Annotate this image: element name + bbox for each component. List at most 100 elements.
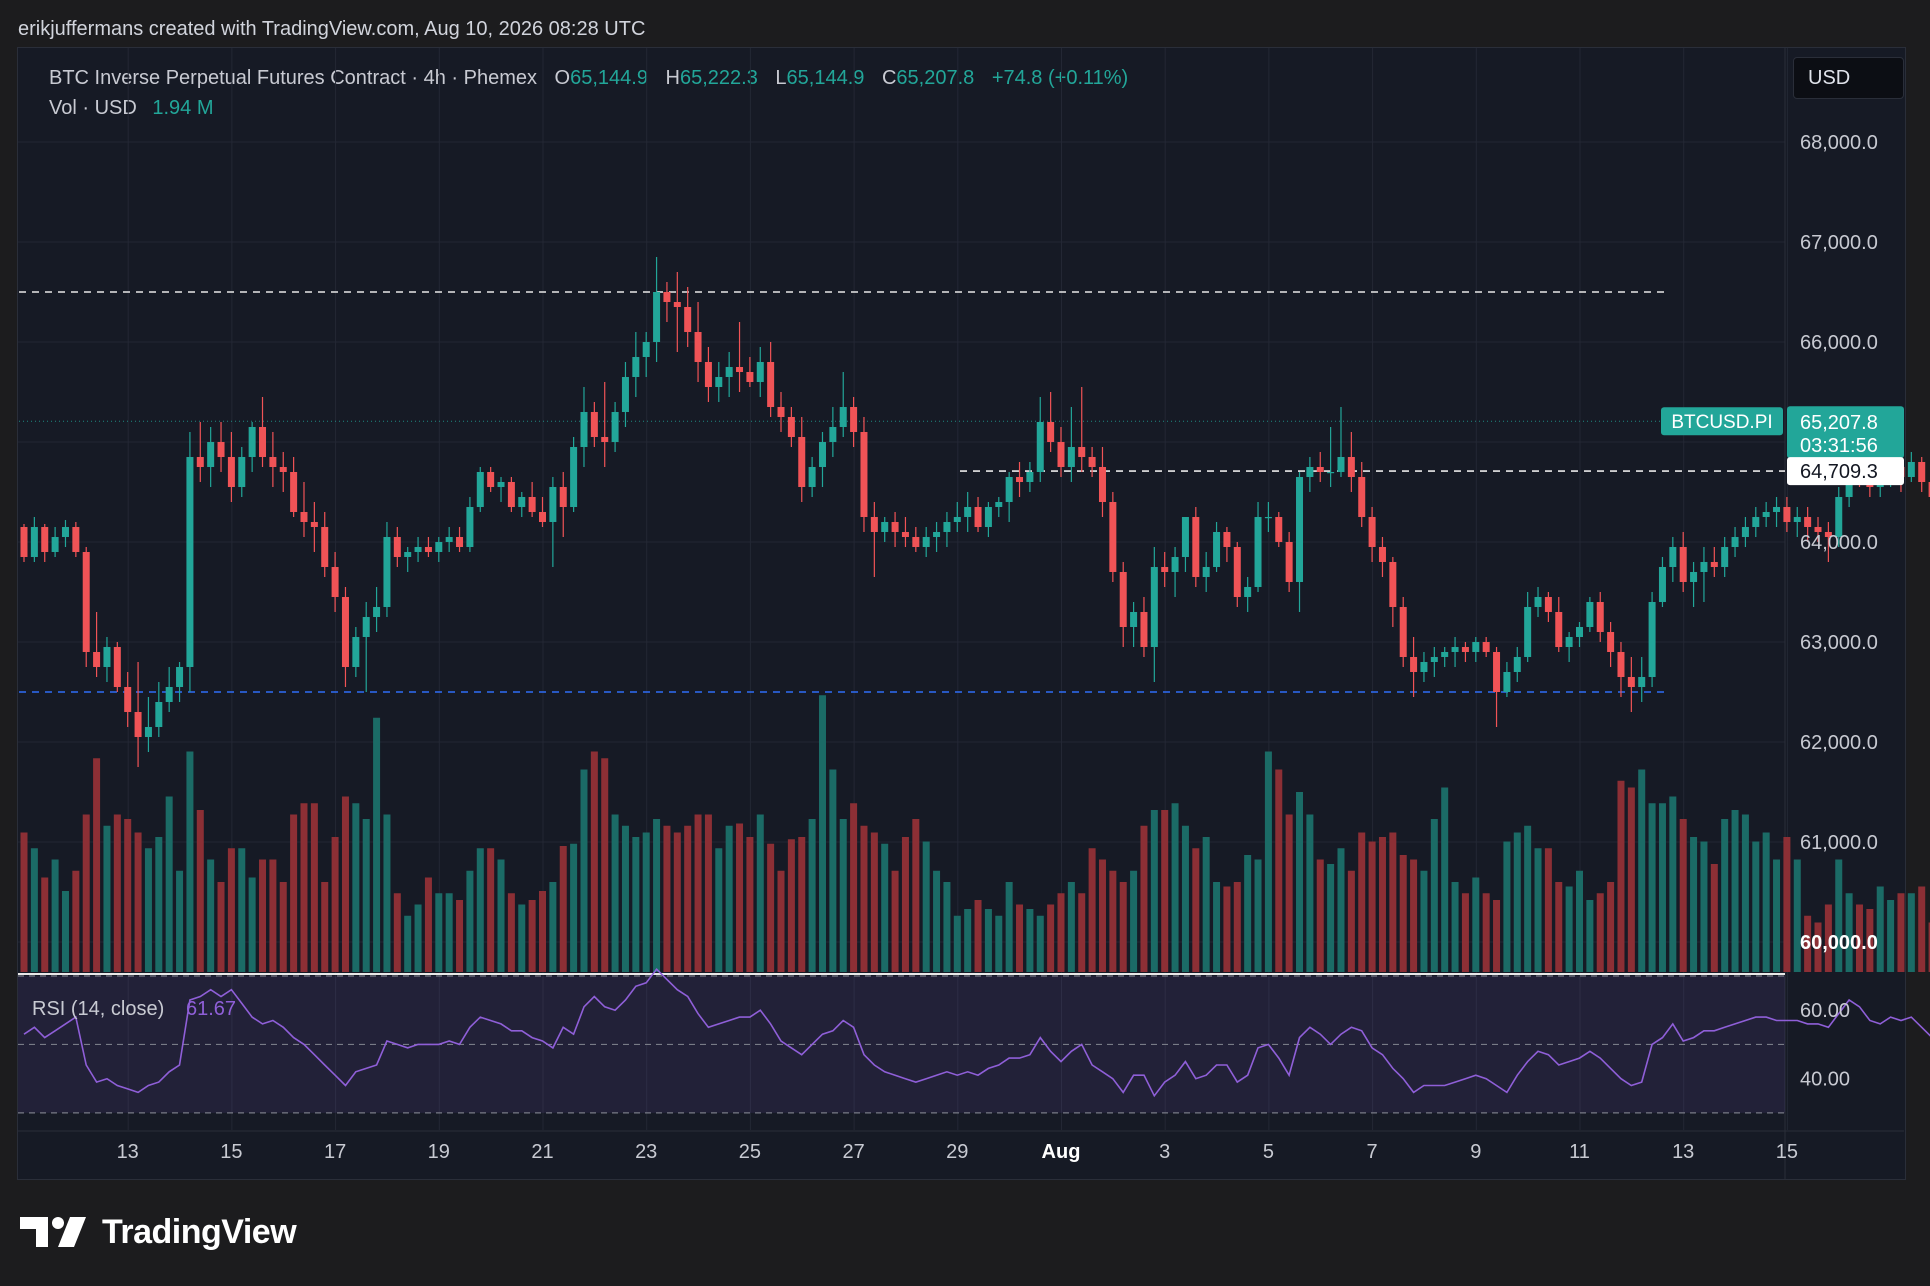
candle-body: [850, 407, 858, 432]
volume-bar: [1721, 819, 1729, 972]
volume-bar: [1752, 841, 1760, 972]
candle-body: [404, 552, 412, 557]
candle-body: [1264, 517, 1272, 519]
volume-bar: [476, 848, 484, 972]
volume-bar: [1555, 882, 1563, 972]
candle-body: [186, 457, 194, 667]
candle-body: [1731, 537, 1739, 547]
high-value: 65,222.3: [679, 67, 758, 89]
candle-body: [1700, 562, 1708, 572]
candle-body: [424, 547, 432, 552]
candle-body: [466, 507, 474, 547]
volume-bar: [165, 796, 173, 972]
volume-bar: [82, 814, 90, 972]
candle-body: [1150, 567, 1158, 647]
candle-body: [1109, 502, 1117, 572]
volume-bar: [1482, 893, 1490, 972]
low-value: 65,144.9: [786, 67, 865, 89]
volume-bar: [839, 819, 847, 972]
candle-body: [1088, 457, 1096, 467]
volume-bar: [974, 900, 982, 972]
volume-bar: [1130, 870, 1138, 972]
candle-body: [715, 377, 723, 387]
tradingview-logo[interactable]: TradingView: [20, 1210, 297, 1254]
candle-body: [725, 367, 733, 377]
candle-body: [1026, 472, 1034, 482]
time-tick-label: 13: [117, 1141, 139, 1163]
candle-body: [870, 517, 878, 532]
volume-bar: [362, 819, 370, 972]
volume-bar: [1690, 837, 1698, 972]
volume-bar: [383, 814, 391, 972]
candle-body: [456, 537, 464, 547]
candle-body: [1410, 657, 1418, 672]
candle-body: [93, 652, 101, 667]
candle-body: [1804, 517, 1812, 527]
volume-bar: [870, 832, 878, 972]
volume-bar: [995, 915, 1003, 972]
candle-body: [1016, 477, 1024, 482]
candle-body: [663, 292, 671, 302]
candle-body: [1285, 542, 1293, 582]
volume-bar: [549, 882, 557, 972]
candle-body: [974, 507, 982, 527]
candle-body: [1306, 467, 1314, 477]
last-price-badge: [1787, 406, 1904, 459]
candle-body: [144, 727, 152, 737]
candle-body: [1762, 512, 1770, 517]
candle-body: [528, 497, 536, 512]
candle-body: [798, 437, 806, 487]
volume-bar: [787, 839, 795, 972]
candle-body: [393, 537, 401, 557]
volume-bar: [1441, 787, 1449, 972]
candle-body: [41, 527, 49, 552]
candle-body: [1358, 477, 1366, 517]
volume-bar: [404, 915, 412, 972]
candle-body: [642, 342, 650, 357]
candle-body: [1461, 647, 1469, 652]
candle-body: [176, 667, 184, 687]
volume-bar: [466, 870, 474, 972]
candle-body: [1192, 517, 1200, 577]
volume-bar: [124, 819, 132, 972]
candle-body: [1783, 507, 1791, 522]
candle-body: [445, 537, 453, 542]
candle-body: [51, 537, 59, 552]
volume-bar: [487, 848, 495, 972]
volume-bar: [1420, 870, 1428, 972]
volume-bar: [912, 819, 920, 972]
volume-bar: [1233, 882, 1241, 972]
candle-body: [217, 442, 225, 457]
candle-body: [1275, 517, 1283, 542]
candle-body: [1679, 547, 1687, 582]
volume-bar: [953, 915, 961, 972]
volume-bar: [1607, 882, 1615, 972]
chart-credit: erikjuffermans created with TradingView.…: [18, 18, 646, 40]
price-tick-label: 63,000.0: [1800, 632, 1878, 654]
volume-bar: [964, 909, 972, 972]
time-tick-label: 7: [1367, 1141, 1378, 1163]
volume-bar: [300, 803, 308, 972]
candle-body: [1130, 612, 1138, 627]
symbol-tag-text: BTCUSD.PI: [1671, 412, 1772, 433]
volume-bar: [414, 904, 422, 972]
volume-bar: [93, 758, 101, 972]
candle-body: [1565, 637, 1573, 647]
candle-body: [487, 472, 495, 487]
volume-bar: [767, 843, 775, 972]
volume-bar: [818, 695, 826, 972]
volume-bar: [1254, 859, 1262, 972]
candle-body: [1389, 562, 1397, 607]
volume-bar: [1845, 893, 1853, 972]
candle-body: [1171, 557, 1179, 572]
candle-body: [1119, 572, 1127, 627]
candle-body: [1213, 532, 1221, 567]
currency-selector[interactable]: USD: [1793, 57, 1904, 99]
candle-body: [1472, 642, 1480, 652]
volume-bar: [1430, 819, 1438, 972]
volume-bar: [881, 843, 889, 972]
volume-bar: [1804, 915, 1812, 972]
volume-bar: [1327, 864, 1335, 972]
volume-bar: [445, 893, 453, 972]
candle-body: [1296, 477, 1304, 582]
